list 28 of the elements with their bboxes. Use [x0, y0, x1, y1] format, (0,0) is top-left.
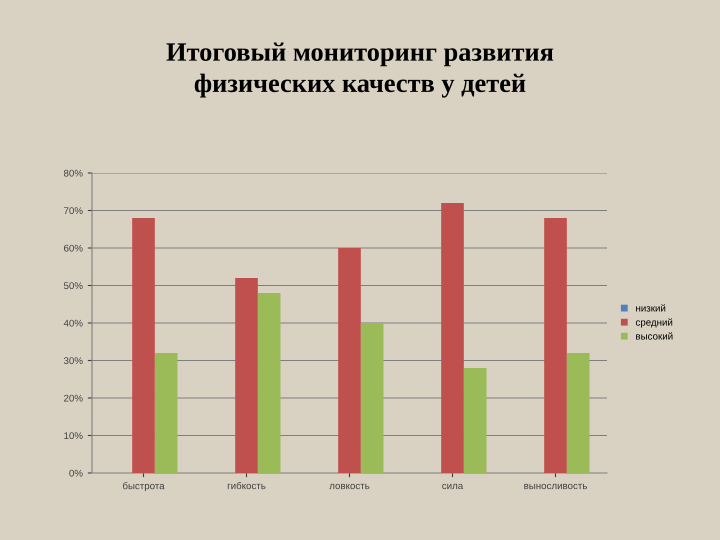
bar — [441, 203, 464, 473]
x-tick-label: быстрота — [122, 482, 165, 492]
y-tick-label: 0% — [69, 470, 83, 477]
y-tick-label: 50% — [64, 282, 83, 290]
y-tick-label: 30% — [64, 357, 83, 364]
x-tick-label: гибкость — [228, 482, 266, 490]
bar — [338, 248, 361, 473]
y-tick-label: 70% — [64, 207, 83, 214]
bar — [566, 353, 590, 473]
legend-label: низкий — [636, 304, 666, 312]
bar — [544, 218, 567, 473]
chart-title: Итоговый мониторинг развития физических качеств у детей — [166, 42, 554, 98]
x-tick-label: выносливость — [524, 484, 587, 490]
bar — [235, 278, 258, 473]
bar — [258, 293, 280, 473]
legend-label: средний — [636, 318, 672, 328]
legend-label: высокий — [636, 332, 672, 340]
y-tick-label: 10% — [64, 432, 83, 440]
y-tick-label: 60% — [64, 244, 83, 252]
y-tick-label: 40% — [64, 320, 83, 327]
x-tick-label: ловкость — [329, 484, 370, 490]
bar — [464, 368, 486, 473]
y-tick-label: 80% — [64, 170, 83, 177]
bar — [360, 323, 384, 473]
y-tick-label: 20% — [64, 394, 83, 402]
x-tick-label: сила — [442, 484, 464, 490]
bar — [154, 353, 178, 473]
bar — [132, 218, 155, 473]
